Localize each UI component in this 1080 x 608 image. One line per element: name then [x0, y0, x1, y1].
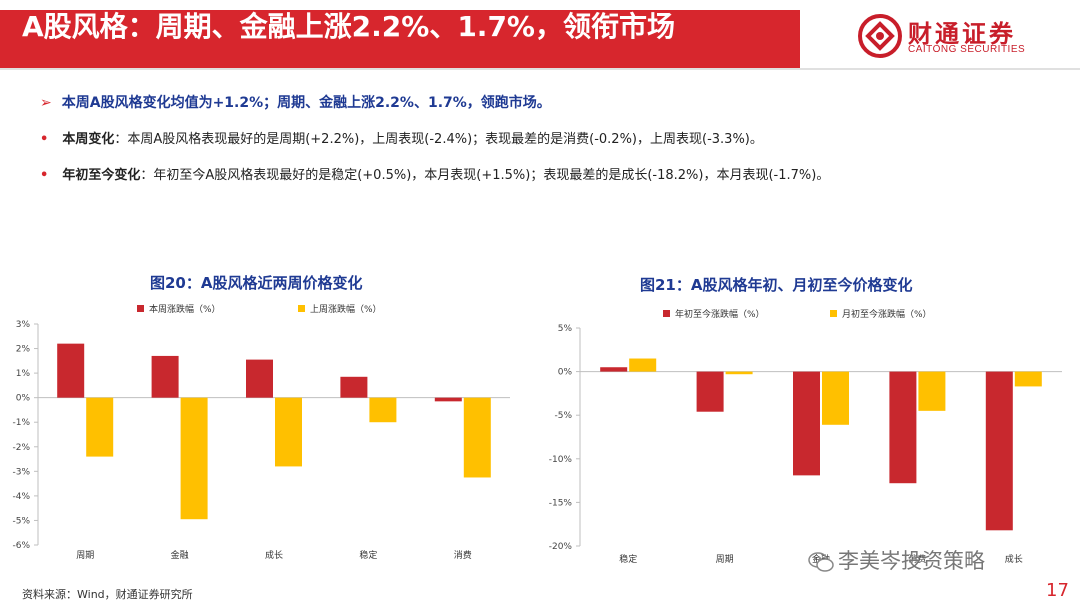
bar [600, 367, 628, 372]
legend-swatch [298, 305, 305, 312]
bullet-dot-icon: • [40, 132, 49, 147]
bar [180, 397, 208, 520]
bar [629, 358, 657, 372]
y-tick-label: -15% [549, 498, 573, 508]
y-tick-label: 0% [558, 368, 573, 378]
legend-label: 月初至今涨跌幅（%） [842, 308, 932, 320]
header-divider [0, 68, 1080, 70]
page-number: 17 [1046, 580, 1069, 601]
bar [369, 397, 397, 423]
y-tick-label: 1% [16, 369, 31, 379]
y-tick-label: -4% [12, 492, 30, 502]
bullet-ytd-change: • 年初至今变化：年初至今A股风格表现最好的是稳定(+0.5%)，本月表现(+1.… [40, 164, 829, 183]
bar [340, 376, 368, 398]
chart-title-fig21: 图21：A股风格年初、月初至今价格变化 [640, 276, 913, 294]
bullet-label: 本周变化 [62, 132, 115, 147]
legend-swatch [663, 310, 670, 317]
summary-text: 本周A股风格变化均值为+1.2%；周期、金融上涨2.2%、1.7%，领跑市场。 [61, 95, 551, 111]
wechat-icon [808, 552, 834, 572]
slide-title: A股风格：周期、金融上涨2.2%、1.7%，领衔市场 [22, 10, 675, 43]
legend-label: 本周涨跌幅（%） [149, 303, 221, 315]
logo-english-text: CAITONG SECURITIES [908, 44, 1026, 55]
chart-title-fig20: 图20：A股风格近两周价格变化 [150, 274, 363, 292]
x-tick-label: 成长 [265, 549, 283, 561]
bar [463, 397, 491, 478]
arrow-bullet-icon: ➢ [40, 95, 52, 111]
y-tick-label: -20% [549, 542, 573, 552]
bullet-dot-icon: • [40, 168, 49, 183]
bar [275, 397, 302, 467]
y-tick-label: -3% [12, 467, 30, 477]
bar [246, 359, 273, 398]
bar [57, 343, 85, 398]
y-tick-label: 2% [16, 345, 31, 355]
x-tick-label: 金融 [171, 549, 189, 561]
bar [86, 397, 114, 457]
legend-swatch [137, 305, 144, 312]
bar-chart-fig21: 年初至今涨跌幅（%） 月初至今涨跌幅（%） 5% 0% -5% -10% -15% -20% 稳… [549, 308, 1062, 565]
legend-label: 上周涨跌幅（%） [310, 303, 382, 315]
x-tick-label: 周期 [716, 554, 734, 565]
legend-label: 年初至今涨跌幅（%） [675, 308, 765, 320]
bar-chart-fig20: 本周涨跌幅（%） 上周涨跌幅（%） 3% 2% 1% 0% -1% -2% -3% -4% -5% -… [12, 303, 510, 561]
y-tick-label: 3% [16, 320, 31, 330]
y-tick-label: -1% [12, 418, 30, 428]
bullet-text: ：本周A股风格表现最好的是周期(+2.2%)，上周表现(-2.4%)；表现最差的… [114, 132, 763, 147]
y-tick-label: -2% [12, 443, 30, 453]
bar [1014, 371, 1042, 387]
y-tick-label: -6% [12, 541, 30, 551]
bar [793, 371, 820, 476]
y-tick-label: -5% [554, 411, 572, 421]
bar [434, 397, 462, 402]
logo-chinese-text: 财通证券 [908, 20, 1016, 48]
x-tick-label: 成长 [1005, 553, 1023, 565]
wechat-watermark: 李美岑投资策略 [808, 545, 985, 575]
bar [151, 355, 179, 398]
y-tick-label: 5% [558, 324, 573, 334]
bar [822, 371, 849, 425]
bar [889, 371, 917, 484]
x-tick-label: 消费 [454, 549, 472, 561]
watermark-text: 李美岑投资策略 [838, 549, 985, 573]
y-tick-label: -5% [12, 516, 30, 526]
bullet-weekly-change: • 本周变化：本周A股风格表现最好的是周期(+2.2%)，上周表现(-2.4%)；… [40, 128, 763, 147]
x-tick-label: 稳定 [359, 549, 377, 561]
legend-swatch [830, 310, 837, 317]
bar [696, 371, 724, 412]
bar [725, 371, 753, 375]
title-band [0, 10, 800, 68]
bar [918, 371, 946, 411]
x-tick-label: 稳定 [619, 553, 637, 565]
source-note: 资料来源：Wind，财通证券研究所 [22, 588, 193, 601]
slide-header: A股风格：周期、金融上涨2.2%、1.7%，领衔市场 财通证券 CAITONG … [0, 0, 1080, 72]
y-tick-label: -10% [549, 455, 573, 465]
bar [985, 371, 1013, 531]
x-tick-label: 消费 [908, 553, 926, 565]
y-tick-label: 0% [16, 394, 31, 404]
company-logo: 财通证券 CAITONG SECURITIES [858, 14, 1068, 62]
summary-line: ➢ 本周A股风格变化均值为+1.2%；周期、金融上涨2.2%、1.7%，领跑市场。 [40, 92, 551, 112]
logo-emblem-icon [858, 14, 902, 58]
bullet-label: 年初至今变化 [62, 168, 141, 183]
x-tick-label: 周期 [76, 550, 94, 561]
bullet-text: ：年初至今A股风格表现最好的是稳定(+0.5%)，本月表现(+1.5%)；表现最… [140, 168, 830, 183]
